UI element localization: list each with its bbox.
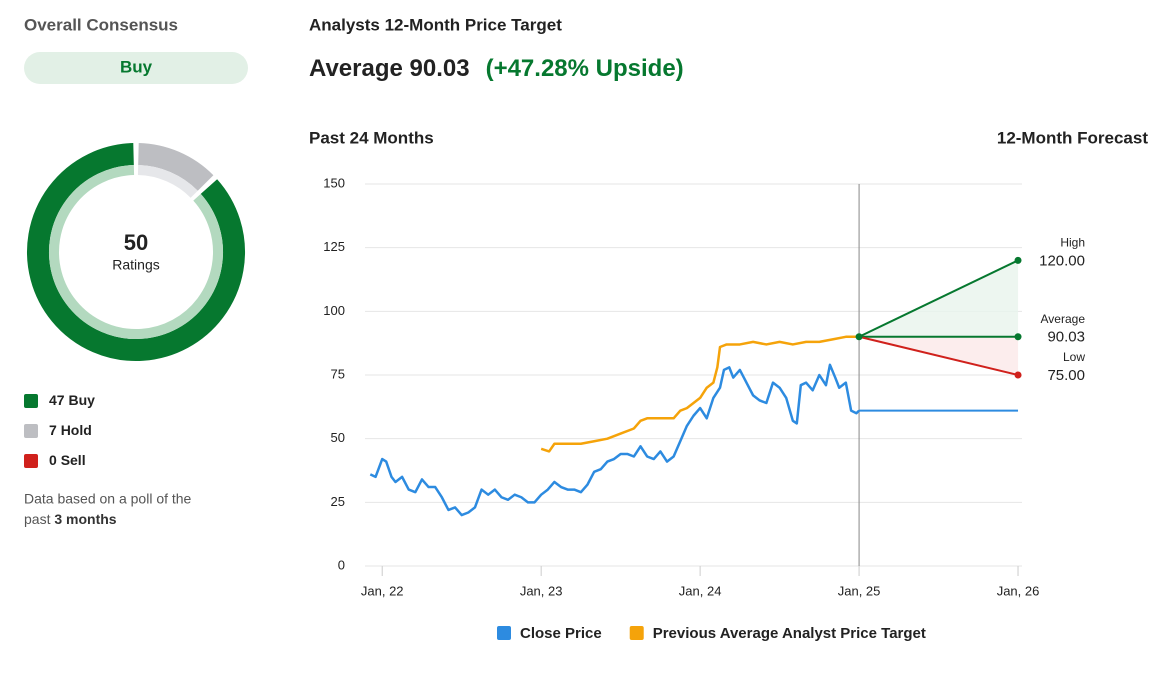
legend-swatch <box>497 626 511 640</box>
legend-swatch <box>629 626 644 640</box>
forecast-name: Low <box>1063 350 1085 364</box>
x-tick-label: Jan, 26 <box>997 583 1040 598</box>
total-label: Ratings <box>112 257 159 273</box>
donut-segment <box>27 143 245 361</box>
y-tick-label: 125 <box>323 239 345 254</box>
headline: Average 90.03 (+47.28% Upside) <box>309 55 684 82</box>
y-tick-label: 0 <box>338 557 345 572</box>
forecast-value: 90.03 <box>1047 329 1085 346</box>
legend-count: 47 <box>49 392 65 408</box>
series-line <box>540 335 860 453</box>
note-prefix: past <box>24 511 51 527</box>
x-tick-label: Jan, 22 <box>361 583 404 598</box>
x-tick-label: Jan, 23 <box>520 583 563 598</box>
forecast-label: 12-Month Forecast <box>997 128 1148 147</box>
forecast-line <box>858 335 1019 376</box>
series-line <box>369 363 860 517</box>
forecast-line <box>858 259 1019 338</box>
consensus-title: Overall Consensus <box>24 15 178 34</box>
legend-label: Hold <box>61 422 92 438</box>
x-tick-label: Jan, 25 <box>838 583 881 598</box>
x-tick-label: Jan, 24 <box>679 583 722 598</box>
note-bold: 3 months <box>54 511 116 527</box>
forecast-value: 120.00 <box>1039 252 1085 269</box>
forecast-name: Average <box>1041 312 1086 326</box>
past-label: Past 24 Months <box>309 128 434 147</box>
y-tick-label: 75 <box>331 366 345 381</box>
forecast-value: 75.00 <box>1047 367 1085 384</box>
upside: (+47.28% Upside) <box>486 55 684 82</box>
forecast-dot <box>1014 333 1022 341</box>
legend-entry: 0 Sell <box>49 452 86 468</box>
legend-label: Close Price <box>520 625 602 642</box>
forecast-origin <box>855 333 863 341</box>
forecast-dot <box>1014 371 1022 379</box>
headline-label: Average <box>309 55 403 82</box>
donut-segment <box>137 143 214 191</box>
rating-pill <box>24 52 248 84</box>
legend-label: Sell <box>61 452 86 468</box>
y-tick-label: 25 <box>331 494 345 509</box>
total-ratings: 50 <box>124 230 148 255</box>
note-2: past 3 months <box>24 511 117 527</box>
rating: Buy <box>120 57 153 76</box>
legend-label: Buy <box>68 392 95 408</box>
y-tick-label: 100 <box>323 303 345 318</box>
y-tick-label: 150 <box>323 175 345 190</box>
legend-entry: 7 Hold <box>49 422 92 438</box>
note: Data based on a poll of the <box>24 491 192 507</box>
forecast-dot <box>1014 256 1022 264</box>
legend-swatch <box>24 424 38 438</box>
legend-count: 7 <box>49 422 57 438</box>
headline-value: 90.03 <box>410 55 470 82</box>
legend-label: Previous Average Analyst Price Target <box>653 625 926 642</box>
legend-swatch <box>24 454 38 468</box>
legend-count: 0 <box>49 452 57 468</box>
legend-swatch <box>24 394 38 408</box>
y-tick-label: 50 <box>331 430 345 445</box>
forecast-name: High <box>1060 236 1085 250</box>
legend-entry: 47 Buy <box>49 392 95 408</box>
donut-inner <box>49 165 223 339</box>
donut-inner <box>137 165 198 198</box>
chart-title: Analysts 12-Month Price Target <box>309 15 562 34</box>
